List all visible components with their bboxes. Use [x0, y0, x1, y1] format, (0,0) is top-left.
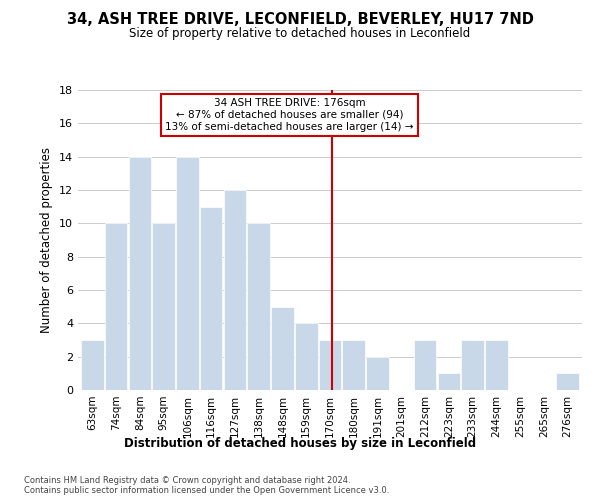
Bar	[343, 340, 365, 390]
Bar	[437, 374, 460, 390]
Text: 34, ASH TREE DRIVE, LECONFIELD, BEVERLEY, HU17 7ND: 34, ASH TREE DRIVE, LECONFIELD, BEVERLEY…	[67, 12, 533, 28]
Bar	[461, 340, 484, 390]
Bar	[366, 356, 389, 390]
Bar	[224, 190, 246, 390]
Text: Contains HM Land Registry data © Crown copyright and database right 2024.
Contai: Contains HM Land Registry data © Crown c…	[24, 476, 389, 495]
Bar	[200, 206, 223, 390]
Bar	[319, 340, 341, 390]
Bar	[176, 156, 199, 390]
Bar	[105, 224, 127, 390]
Bar	[414, 340, 436, 390]
Bar	[247, 224, 270, 390]
Text: Distribution of detached houses by size in Leconfield: Distribution of detached houses by size …	[124, 438, 476, 450]
Y-axis label: Number of detached properties: Number of detached properties	[40, 147, 53, 333]
Text: Size of property relative to detached houses in Leconfield: Size of property relative to detached ho…	[130, 28, 470, 40]
Bar	[128, 156, 151, 390]
Bar	[556, 374, 579, 390]
Bar	[152, 224, 175, 390]
Bar	[295, 324, 317, 390]
Bar	[81, 340, 104, 390]
Bar	[485, 340, 508, 390]
Bar	[271, 306, 294, 390]
Text: 34 ASH TREE DRIVE: 176sqm
← 87% of detached houses are smaller (94)
13% of semi-: 34 ASH TREE DRIVE: 176sqm ← 87% of detac…	[166, 98, 414, 132]
